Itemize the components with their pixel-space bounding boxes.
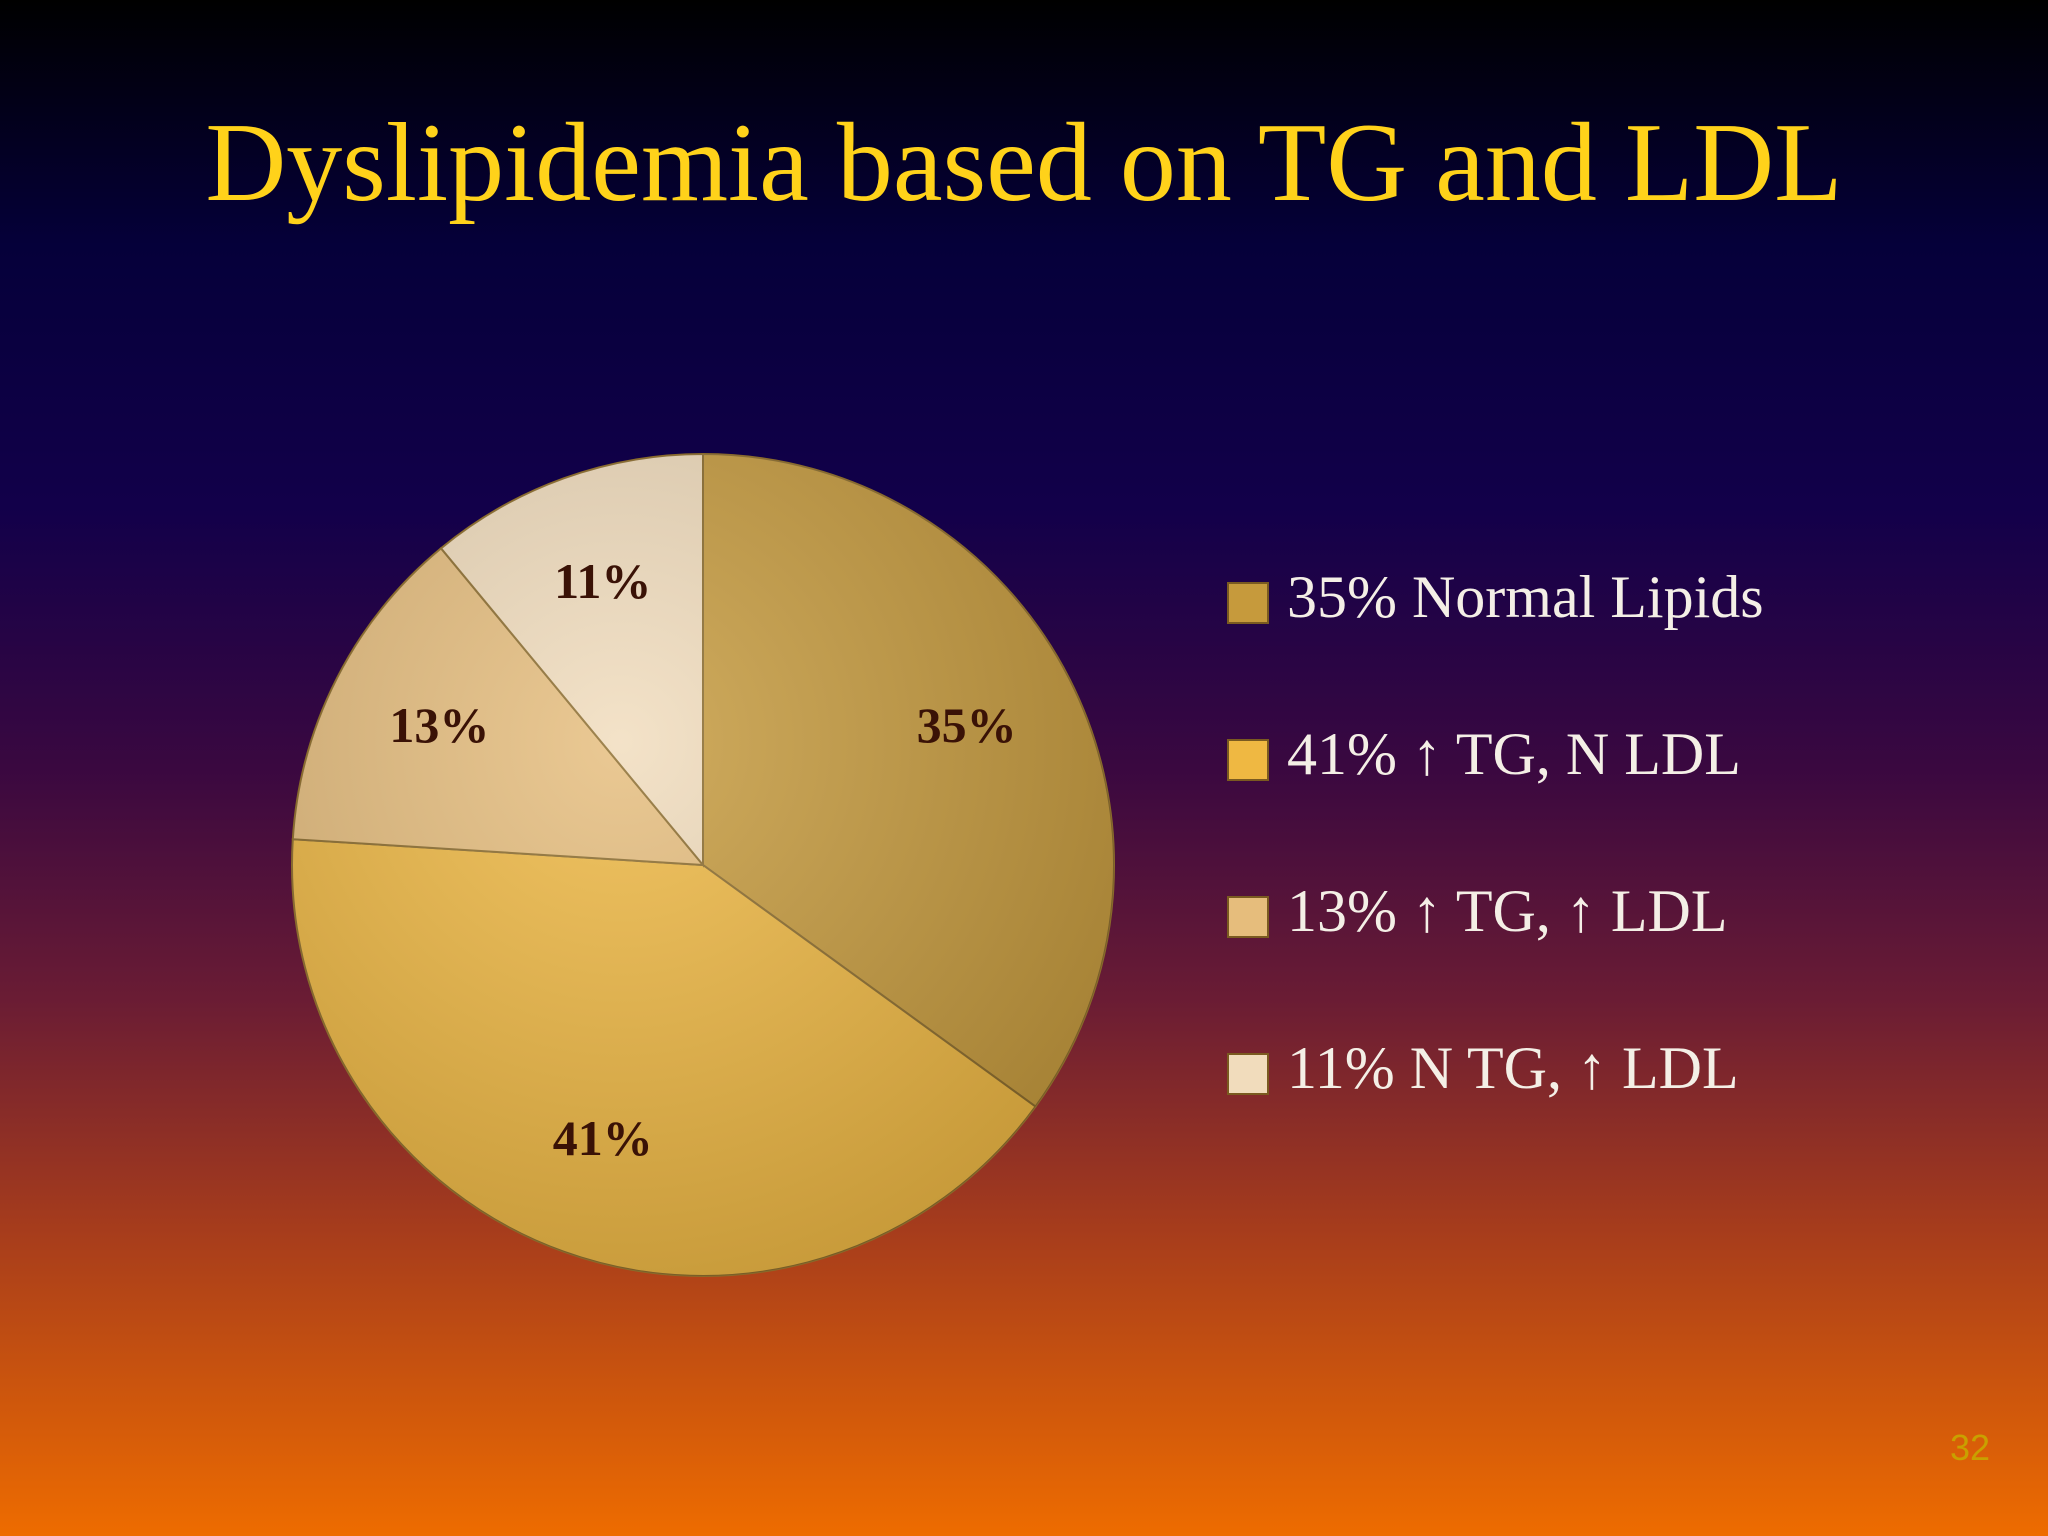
- data-label: 13%: [389, 697, 489, 753]
- legend-swatch: [1227, 1053, 1269, 1095]
- data-label: 35%: [917, 697, 1017, 753]
- page-number: 32: [1950, 1427, 1990, 1468]
- legend-label: 35% Normal Lipids: [1287, 564, 1764, 630]
- legend-swatch: [1227, 582, 1269, 624]
- legend-swatch: [1227, 896, 1269, 938]
- data-label: 11%: [554, 553, 651, 609]
- legend-label: 11% N TG, ↑ LDL: [1287, 1035, 1739, 1101]
- legend-label: 41% ↑ TG, N LDL: [1287, 721, 1741, 787]
- data-label: 41%: [553, 1110, 653, 1166]
- legend-label: 13% ↑ TG, ↑ LDL: [1287, 878, 1728, 944]
- legend-swatch: [1227, 739, 1269, 781]
- chart-title: Dyslipidemia based on TG and LDL: [205, 101, 1842, 225]
